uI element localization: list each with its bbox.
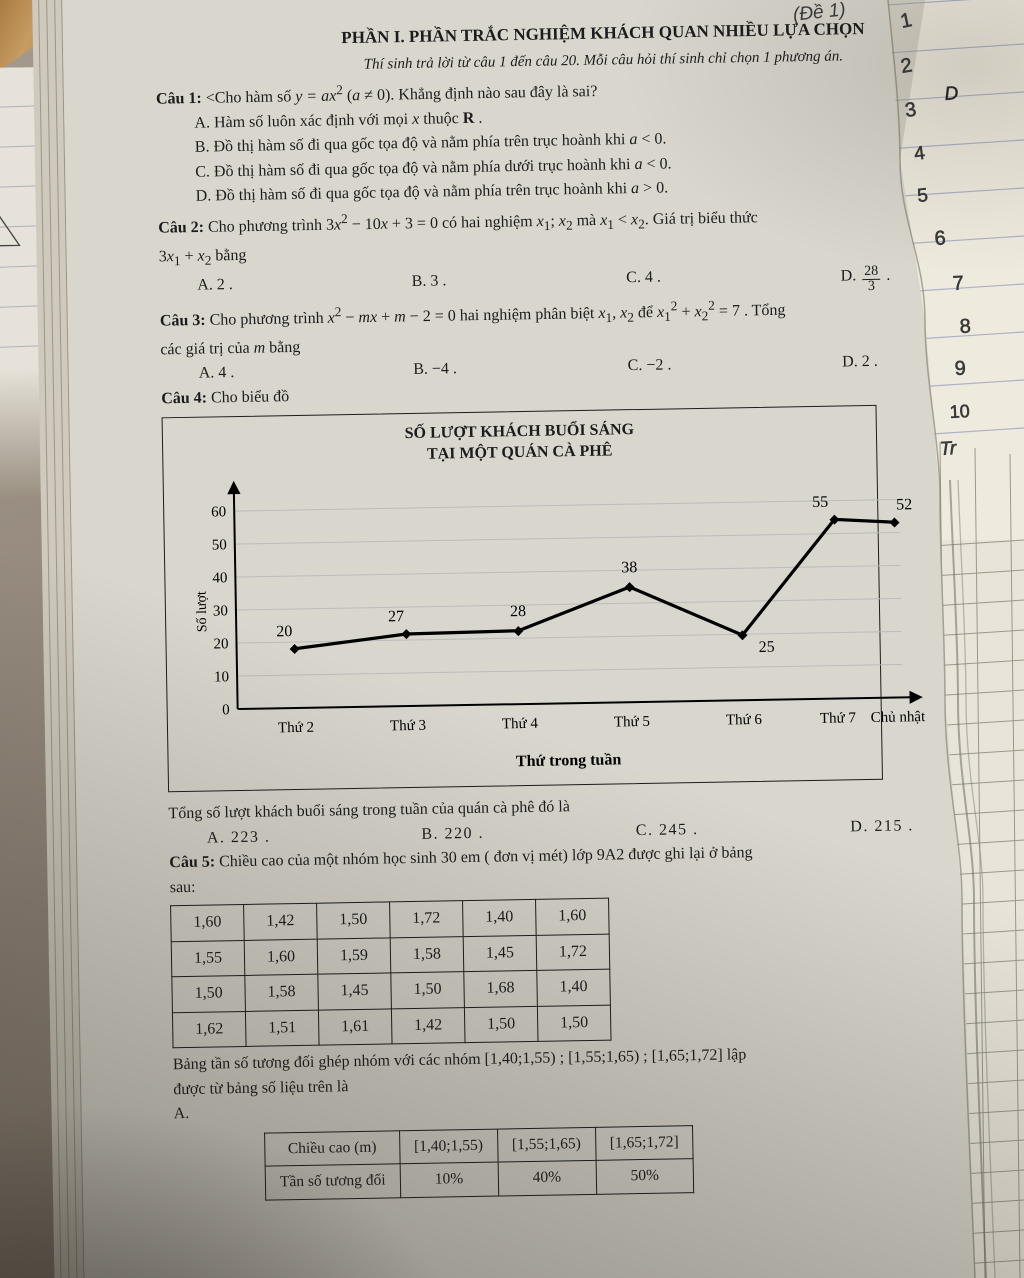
svg-text:Tr: Tr bbox=[939, 438, 957, 460]
svg-text:20: 20 bbox=[276, 623, 292, 640]
svg-text:55: 55 bbox=[812, 493, 828, 510]
svg-text:Thứ 4: Thứ 4 bbox=[502, 715, 539, 732]
svg-text:10: 10 bbox=[214, 669, 229, 685]
svg-text:6: 6 bbox=[934, 227, 947, 250]
svg-text:38: 38 bbox=[621, 559, 637, 576]
svg-text:7: 7 bbox=[952, 272, 964, 295]
svg-text:Thứ 3: Thứ 3 bbox=[390, 717, 426, 734]
svg-text:25: 25 bbox=[759, 638, 775, 655]
svg-text:5: 5 bbox=[916, 185, 929, 207]
svg-text:8: 8 bbox=[959, 315, 971, 338]
svg-text:Thứ 5: Thứ 5 bbox=[614, 713, 650, 730]
svg-text:50: 50 bbox=[212, 537, 227, 553]
svg-text:28: 28 bbox=[510, 603, 526, 620]
svg-text:Thứ 2: Thứ 2 bbox=[278, 719, 314, 736]
svg-text:0: 0 bbox=[222, 702, 230, 718]
svg-text:Số lượt: Số lượt bbox=[195, 591, 211, 632]
svg-text:Thứ trong tuần: Thứ trong tuần bbox=[516, 751, 622, 770]
svg-text:10: 10 bbox=[949, 401, 970, 422]
svg-text:60: 60 bbox=[211, 504, 226, 520]
svg-text:40: 40 bbox=[212, 570, 227, 586]
svg-text:9: 9 bbox=[954, 357, 966, 380]
svg-text:Thứ 6: Thứ 6 bbox=[726, 712, 763, 729]
svg-text:27: 27 bbox=[388, 608, 404, 625]
svg-text:20: 20 bbox=[213, 636, 228, 652]
svg-text:30: 30 bbox=[213, 603, 228, 619]
svg-text:D: D bbox=[944, 83, 959, 105]
